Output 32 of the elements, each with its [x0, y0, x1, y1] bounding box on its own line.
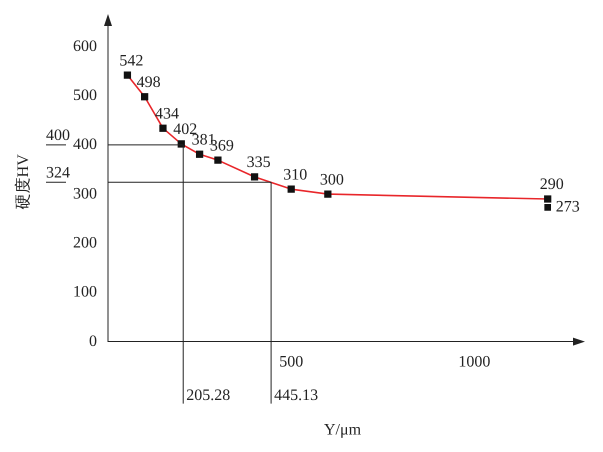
point	[214, 156, 222, 164]
point	[196, 150, 204, 158]
point	[324, 190, 332, 198]
point	[544, 195, 552, 203]
ref-line-label: 324	[46, 164, 70, 182]
y-tick-label: 500	[73, 86, 97, 104]
data-label: 498	[136, 74, 161, 91]
data-label: 335	[246, 154, 271, 172]
data-label: 273	[556, 198, 580, 216]
y-tick-label: 600	[73, 38, 97, 55]
data-label: 434	[154, 105, 179, 122]
data-label: 290	[540, 176, 564, 194]
x-tick-label: 1000	[458, 353, 490, 370]
y-axis-title: 硬度HV	[14, 154, 32, 210]
point	[288, 186, 295, 193]
point	[141, 93, 148, 100]
ref-line-label: 205.28	[186, 386, 230, 404]
point	[124, 71, 132, 79]
x-axis-title: Y/μm	[324, 422, 362, 439]
ref-line-label: 445.13	[274, 386, 318, 404]
point	[544, 204, 552, 211]
point	[159, 124, 167, 132]
data-label: 542	[119, 52, 144, 70]
y-tick-label: 0	[89, 332, 97, 350]
data-label: 310	[283, 166, 308, 184]
data-label: 300	[320, 171, 344, 188]
ref-line-label: 400	[46, 127, 70, 144]
y-tick-label: 100	[73, 284, 97, 301]
y-tick-label: 300	[73, 185, 97, 202]
y-tick-label: 400	[73, 136, 97, 154]
point	[250, 173, 258, 181]
y-tick-label: 200	[73, 234, 97, 252]
